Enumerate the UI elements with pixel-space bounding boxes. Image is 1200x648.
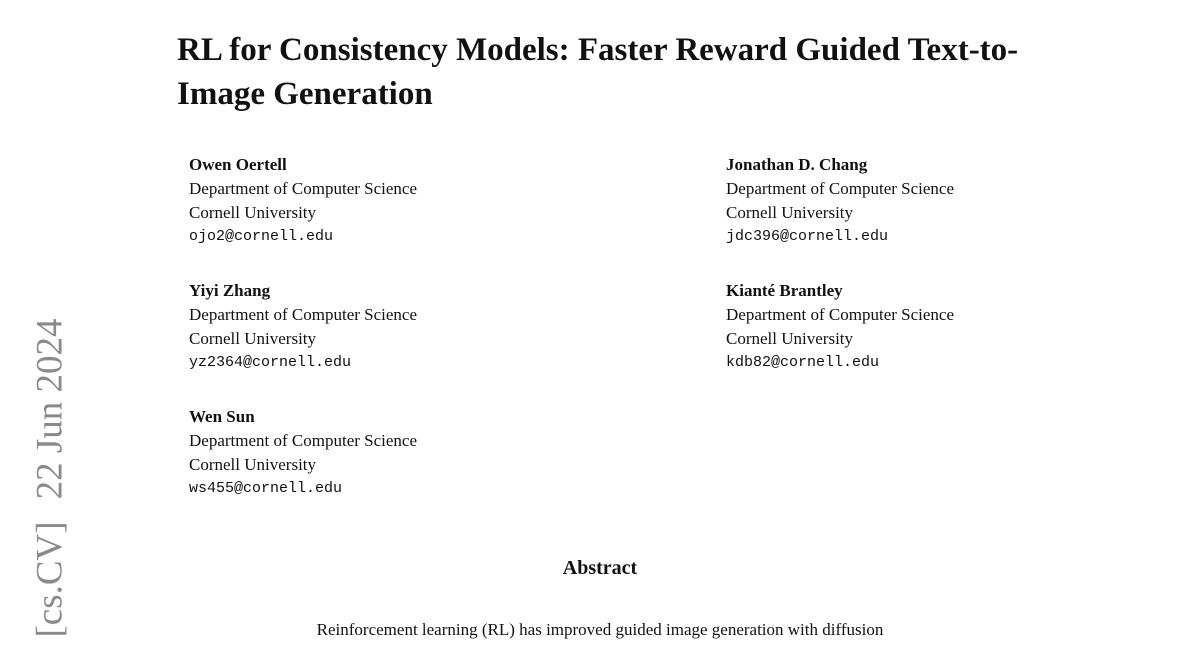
author-block: Jonathan D. Chang Department of Computer … bbox=[726, 153, 954, 249]
author-affiliation: Cornell University bbox=[189, 329, 317, 348]
author-name: Wen Sun bbox=[189, 407, 255, 426]
author-block: Wen Sun Department of Computer Science Cor… bbox=[189, 405, 417, 501]
author-affiliation: Cornell University bbox=[189, 203, 317, 222]
author-affiliation: Cornell University bbox=[189, 455, 317, 474]
author-email: ws455@cornell.edu bbox=[189, 480, 343, 497]
author-name: Kianté Brantley bbox=[726, 281, 843, 300]
author-email: yz2364@cornell.edu bbox=[189, 354, 352, 371]
author-affiliation: Cornell University bbox=[726, 329, 854, 348]
arxiv-stamp: [cs.CV]22 Jun 2024 bbox=[29, 318, 72, 637]
author-department: Department of Computer Science bbox=[726, 179, 955, 198]
abstract-heading: Abstract bbox=[562, 557, 638, 579]
author-block: Owen Oertell Department of Computer Scien… bbox=[189, 153, 417, 249]
paper-title: RL for Consistency Models: Faster Reward… bbox=[177, 32, 1019, 112]
author-name: Owen Oertell bbox=[189, 155, 287, 174]
author-department: Department of Computer Science bbox=[189, 431, 418, 450]
author-name: Yiyi Zhang bbox=[189, 281, 271, 300]
abstract-text: Reinforcement learning (RL) has improved… bbox=[316, 620, 884, 639]
author-block: Kianté Brantley Department of Computer Sc… bbox=[726, 279, 954, 375]
author-affiliation: Cornell University bbox=[726, 203, 854, 222]
author-email: kdb82@cornell.edu bbox=[726, 354, 880, 371]
author-name: Jonathan D. Chang bbox=[726, 155, 868, 174]
author-email: ojo2@cornell.edu bbox=[189, 228, 334, 245]
stamp-date: 22 Jun 2024 bbox=[29, 318, 71, 500]
author-department: Department of Computer Science bbox=[189, 305, 418, 324]
author-email: jdc396@cornell.edu bbox=[726, 228, 889, 245]
author-block: Yiyi Zhang Department of Computer Science… bbox=[189, 279, 417, 375]
author-department: Department of Computer Science bbox=[189, 179, 418, 198]
author-department: Department of Computer Science bbox=[726, 305, 955, 324]
